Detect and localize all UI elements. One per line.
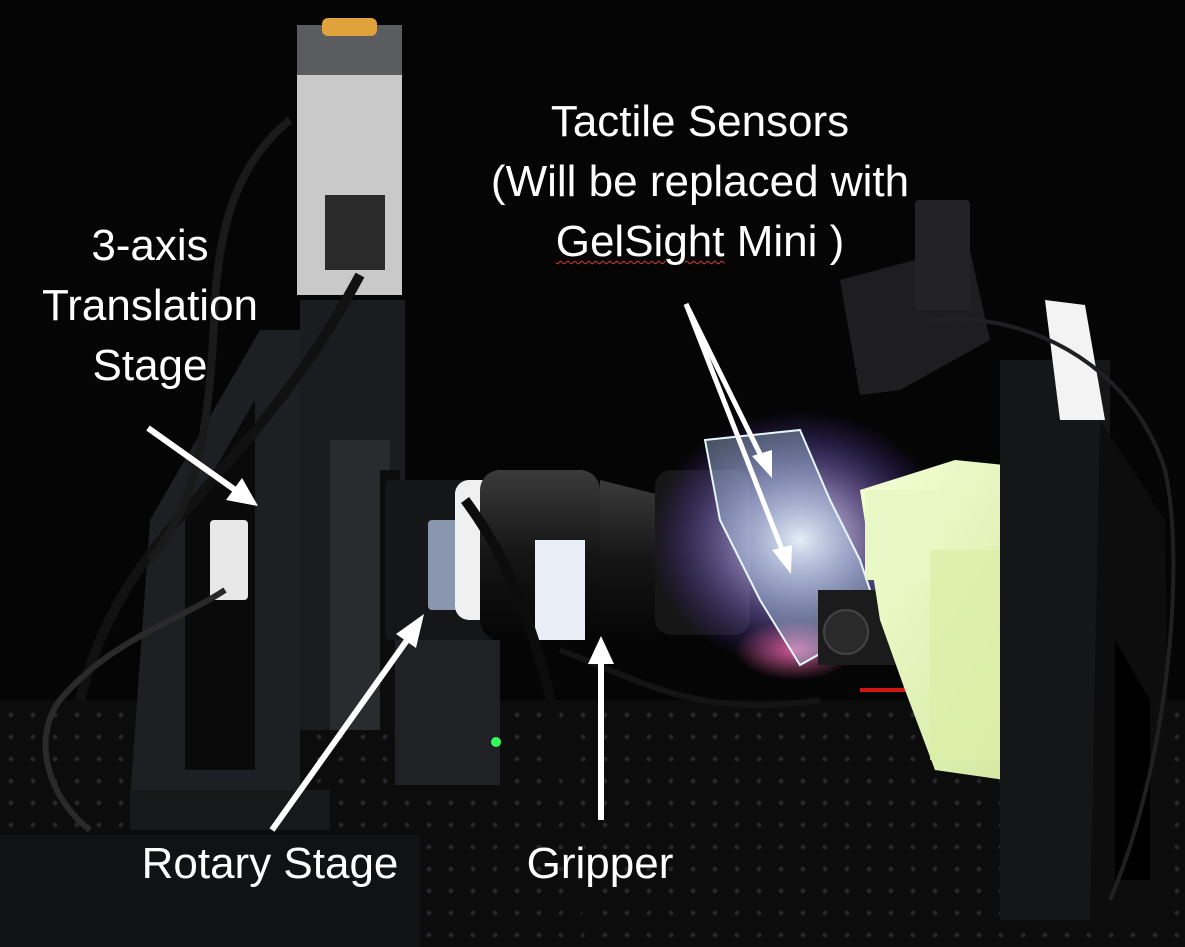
translation-stage-arrow xyxy=(146,425,258,506)
gripper-arrow xyxy=(588,636,614,820)
gripper-label-text: Gripper xyxy=(526,839,674,888)
right-frame xyxy=(1000,360,1110,920)
translation-stage-label-line1: 3-axis xyxy=(91,221,209,270)
gripper-label: Gripper xyxy=(490,834,710,894)
rotary-stage-label-text: Rotary Stage xyxy=(141,839,399,888)
mini-word: Mini ) xyxy=(724,217,845,266)
tactile-sensors-label-line1: Tactile Sensors xyxy=(550,97,850,146)
rotary-stage-arrow xyxy=(269,614,424,832)
tactile-sensors-label-line3: GelSight Mini ) xyxy=(400,212,1000,272)
gelsight-word: GelSight xyxy=(555,217,725,266)
translation-stage-label: 3-axis Translation Stage xyxy=(0,216,300,396)
tactile-sensor-arrow-right xyxy=(683,303,792,574)
tactile-sensors-label-line2: (Will be replaced with xyxy=(490,157,910,206)
tactile-sensors-label: Tactile Sensors (Will be replaced with G… xyxy=(400,92,1000,272)
translation-stage-label-line2: Translation xyxy=(41,281,259,330)
rotary-stage-label: Rotary Stage xyxy=(100,834,440,894)
translation-stage-label-line3: Stage xyxy=(92,341,208,390)
